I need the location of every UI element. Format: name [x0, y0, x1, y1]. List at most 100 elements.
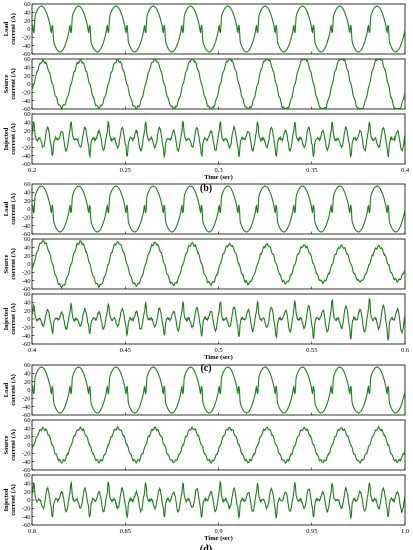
row-label: Source current (A) [3, 68, 17, 99]
series-line-load [31, 185, 406, 233]
x-tick-label: 0.95 [306, 528, 317, 535]
x-axis-label: Time (sec) [204, 535, 233, 542]
y-tick-label: 40 [24, 300, 31, 307]
x-tick-label: 0.3 [214, 167, 222, 174]
y-tick-label: 60 [24, 181, 31, 188]
y-tick-label: 60 [24, 236, 31, 243]
series-line-load [31, 5, 406, 53]
row-label-line1: Load [3, 21, 10, 36]
series-line-injected [31, 298, 406, 341]
row-label-line1: Source [3, 254, 10, 273]
y-tick-label: -60 [22, 161, 31, 168]
y-tick-label: -40 [22, 278, 31, 285]
y-tick-label: -60 [22, 467, 31, 474]
y-tick-label: 20 [24, 18, 31, 25]
y-tick-label: -40 [22, 459, 31, 466]
row-label-line1: Injected [3, 488, 10, 511]
y-tick-label: 40 [24, 65, 31, 72]
y-tick-label: -60 [22, 51, 31, 58]
row-label-line2: current (A) [10, 374, 17, 405]
y-tick-label: 20 [24, 128, 31, 135]
series-line-injected [31, 120, 406, 159]
y-tick-label: 0 [27, 261, 30, 268]
y-tick-label: 20 [24, 489, 31, 496]
series-line-source [31, 238, 406, 290]
series-line-injected [31, 480, 406, 520]
x-tick-label: 0.55 [306, 347, 317, 354]
y-tick-label: -40 [22, 333, 31, 340]
y-tick-label: -20 [22, 451, 31, 458]
row-label: Source current (A) [3, 248, 17, 279]
row-label-line1: Injected [3, 127, 10, 150]
row-label-line1: Source [3, 435, 10, 454]
x-tick-label: 0.9 [214, 528, 222, 535]
y-tick-label: 60 [24, 291, 31, 298]
y-tick-label: 40 [24, 245, 31, 252]
x-tick-label: 0.45 [120, 347, 131, 354]
y-tick-label: -60 [22, 412, 31, 419]
y-tick-label: 60 [24, 417, 31, 424]
y-tick-label: 0 [27, 387, 30, 394]
row-label-line2: current (A) [10, 193, 17, 224]
y-tick-label: -20 [22, 396, 31, 403]
y-tick-label: 0 [27, 316, 30, 323]
row-label-line1: Load [3, 382, 10, 397]
row-label: Source current (A) [3, 429, 17, 460]
y-tick-label: 40 [24, 120, 31, 127]
row-label-line2: current (A) [10, 303, 17, 334]
plot-frame [31, 419, 406, 471]
y-tick-label: -60 [22, 231, 31, 238]
x-tick-label: 0.8 [28, 528, 36, 535]
row-label: Load current (A) [3, 374, 17, 405]
y-tick-label: 40 [24, 190, 31, 197]
x-tick-label: 0.5 [214, 347, 222, 354]
y-tick-label: 20 [24, 253, 31, 260]
y-tick-label: -60 [22, 286, 31, 293]
x-tick-label: 1.0 [401, 528, 409, 535]
row-label-line1: Load [3, 201, 10, 216]
row-label-line2: current (A) [10, 248, 17, 279]
y-tick-label: -20 [22, 325, 31, 332]
x-tick-label: 0.25 [120, 167, 131, 174]
row-label: Injected current (A) [3, 303, 17, 334]
row-label-line2: current (A) [10, 123, 17, 154]
plot-frame [31, 293, 406, 345]
row-label-line1: Source [3, 74, 10, 93]
y-tick-label: 0 [27, 81, 30, 88]
panel-caption: (d) [200, 544, 212, 550]
y-tick-label: 60 [24, 362, 31, 369]
x-tick-label: 0.4 [401, 167, 410, 174]
row-label-line1: Injected [3, 307, 10, 330]
x-tick-label: 0.35 [306, 167, 317, 174]
y-tick-label: -40 [22, 514, 31, 521]
plot-frame [31, 113, 406, 165]
y-tick-label: 60 [24, 472, 31, 479]
y-tick-label: 0 [27, 136, 30, 143]
y-tick-label: 60 [24, 56, 31, 63]
row-label: Injected current (A) [3, 484, 17, 515]
y-tick-label: 40 [24, 426, 31, 433]
y-tick-label: 0 [27, 442, 30, 449]
row-label-line2: current (A) [10, 13, 17, 44]
x-axis-label: Time (sec) [204, 174, 233, 181]
row-label: Load current (A) [3, 193, 17, 224]
series-line-source [31, 57, 406, 110]
y-tick-label: 0 [27, 206, 30, 213]
y-tick-label: -20 [22, 215, 31, 222]
series-line-source [31, 425, 406, 465]
panel-caption: (b) [200, 183, 212, 194]
y-tick-label: -20 [22, 506, 31, 513]
y-tick-label: 60 [24, 1, 31, 8]
y-tick-label: 20 [24, 434, 31, 441]
row-label-line2: current (A) [10, 484, 17, 515]
x-tick-label: 0.85 [120, 528, 131, 535]
